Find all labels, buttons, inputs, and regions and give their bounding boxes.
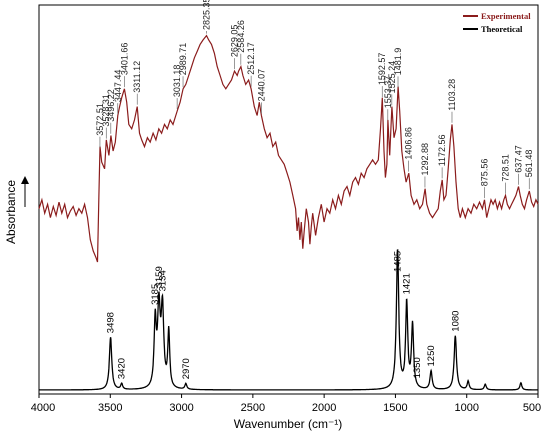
y-axis-arrow bbox=[21, 176, 29, 207]
experimental-peak-label: 1103.28 bbox=[447, 79, 457, 111]
experimental-peak-label: 1481.9 bbox=[393, 48, 403, 76]
x-axis-label: Wavenumber (cm⁻¹) bbox=[234, 417, 343, 431]
legend-theoretical-label: Theoretical bbox=[481, 24, 523, 34]
experimental-peak-label: 2440.07 bbox=[256, 69, 266, 102]
theoretical-peak-label: 3185 bbox=[150, 284, 161, 305]
experimental-peak-label: 3528.31 bbox=[101, 94, 111, 127]
theoretical-peak-label: 1250 bbox=[426, 345, 437, 366]
theoretical-peak-label: 1485 bbox=[393, 251, 404, 272]
legend-experimental-label: Experimental bbox=[481, 11, 531, 21]
experimental-peak-label: 728.51 bbox=[500, 154, 510, 182]
experimental-peak-label: 2629.05 bbox=[230, 25, 240, 58]
theoretical-series-line bbox=[39, 249, 538, 391]
experimental-peak-label: 1553.37 bbox=[383, 76, 393, 109]
experimental-peak-label: 1592.57 bbox=[377, 53, 387, 86]
experimental-peak-labels: 3572.513528.313496.223447.443401.663311.… bbox=[95, 0, 534, 199]
x-tick-label: 1000 bbox=[454, 402, 478, 414]
x-tick-label: 3500 bbox=[98, 402, 122, 414]
legend: Experimental Theoretical bbox=[463, 11, 531, 34]
x-tick-label: 1500 bbox=[383, 402, 407, 414]
experimental-peak-label: 561.48 bbox=[524, 150, 534, 178]
theoretical-peak-label: 1421 bbox=[402, 273, 413, 294]
experimental-peak-label: 1525.24 bbox=[387, 61, 397, 94]
experimental-peak-label: 1292.88 bbox=[420, 143, 430, 176]
experimental-peak-label: 637.47 bbox=[513, 145, 523, 173]
experimental-peak-label: 3401.66 bbox=[119, 43, 129, 76]
y-axis-label: Absorbance bbox=[4, 180, 18, 244]
theoretical-peak-label: 3134 bbox=[158, 270, 169, 291]
theoretical-peak-label: 3420 bbox=[117, 358, 128, 379]
x-tick-label: 2500 bbox=[241, 402, 265, 414]
theoretical-peak-label: 3159 bbox=[154, 266, 165, 287]
experimental-peak-label: 3447.44 bbox=[113, 70, 123, 103]
experimental-peak-label: 2989.71 bbox=[178, 43, 188, 76]
x-tick-label: 4000 bbox=[31, 402, 55, 414]
experimental-peak-label: 2512.17 bbox=[246, 42, 256, 75]
experimental-peak-label: 3031.18 bbox=[172, 65, 182, 98]
experimental-peak-label: 1172.56 bbox=[437, 134, 447, 166]
x-tick-label: 2000 bbox=[312, 402, 336, 414]
experimental-peak-label: 3496.22 bbox=[106, 89, 116, 122]
experimental-peak-label: 1406.86 bbox=[404, 127, 414, 160]
theoretical-peak-label: 1080 bbox=[450, 311, 461, 332]
theoretical-peak-label: 1350 bbox=[412, 357, 423, 378]
x-axis-ticks: 4000 3500 3000 2500 2000 1500 1000 500 bbox=[31, 394, 541, 414]
experimental-series-line bbox=[38, 34, 539, 263]
x-tick-label: 3000 bbox=[169, 402, 193, 414]
theoretical-peak-label: 2970 bbox=[181, 358, 192, 379]
plot-frame bbox=[38, 4, 539, 395]
theoretical-peak-label: 3498 bbox=[106, 312, 117, 333]
experimental-peak-label: 2825.35 bbox=[202, 0, 212, 30]
experimental-peak-label: 3572.51 bbox=[95, 103, 105, 136]
experimental-peak-label: 2584.26 bbox=[236, 20, 246, 53]
experimental-peak-label: 3311.12 bbox=[132, 61, 142, 93]
experimental-peak-label: 875.56 bbox=[480, 159, 490, 187]
x-tick-label: 500 bbox=[523, 402, 541, 414]
